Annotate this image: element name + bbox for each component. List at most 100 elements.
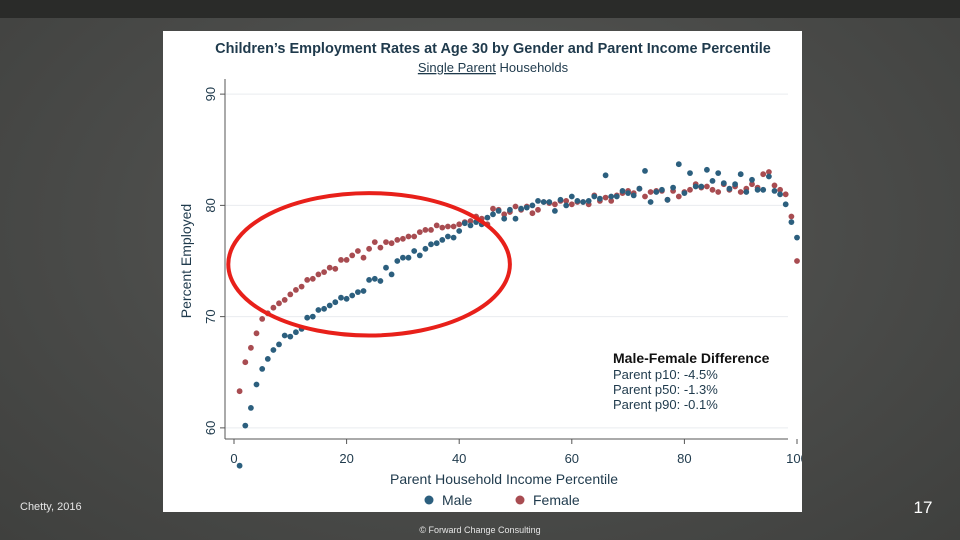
male-point-45 [484, 214, 491, 221]
male-point-57 [552, 208, 558, 214]
chart-subtitle-rest: Households [496, 60, 569, 75]
female-point-53 [529, 210, 536, 217]
page-number: 17 [913, 498, 933, 517]
x-tick-label-0: 0 [230, 451, 237, 466]
female-point-26 [377, 244, 384, 251]
male-point-10 [287, 333, 294, 340]
male-point-84 [704, 166, 710, 173]
male-point-64 [591, 193, 598, 200]
female-point-18 [332, 265, 339, 272]
male-point-38 [445, 233, 451, 240]
female-point-31 [405, 233, 412, 240]
male-point-6 [264, 356, 271, 362]
male-point-42 [467, 222, 474, 229]
female-point-17 [326, 264, 333, 271]
female-point-67 [608, 198, 615, 204]
male-point-89 [732, 181, 738, 188]
male-point-99 [788, 219, 795, 226]
male-point-40 [456, 228, 463, 234]
annotation-title: Male-Female Difference [613, 350, 770, 366]
male-point-24 [366, 277, 372, 283]
citation: Chetty, 2016 [20, 501, 82, 513]
female-point-28 [388, 240, 395, 247]
female-point-2 [242, 359, 249, 366]
female-point-42 [467, 218, 474, 224]
male-point-56 [546, 199, 553, 205]
female-point-33 [416, 229, 423, 236]
male-point-67 [608, 193, 615, 200]
male-point-7 [270, 347, 277, 353]
male-point-4 [253, 381, 260, 388]
grid-lines [225, 93, 788, 429]
male-point-54 [535, 198, 541, 204]
male-point-49 [507, 206, 513, 213]
x-tick-label-20: 20 [339, 451, 353, 466]
female-point-15 [315, 271, 322, 278]
male-point-80 [681, 190, 688, 197]
axes [220, 79, 798, 444]
female-point-8 [276, 300, 282, 307]
female-point-92 [749, 181, 755, 188]
male-point-22 [355, 289, 361, 295]
male-point-5 [259, 366, 266, 372]
female-point-22 [355, 248, 361, 254]
male-point-8 [276, 341, 282, 348]
female-point-59 [563, 198, 570, 204]
male-point-32 [411, 248, 418, 254]
male-point-61 [574, 198, 581, 204]
male-point-30 [400, 254, 406, 261]
chart-subtitle-underlined: Single Parent [418, 60, 496, 75]
male-point-21 [349, 292, 356, 299]
female-point-85 [709, 186, 716, 193]
male-point-93 [754, 186, 761, 193]
female-point-74 [647, 189, 654, 195]
male-point-34 [422, 245, 429, 252]
male-point-100 [794, 234, 800, 241]
female-point-1 [236, 388, 243, 395]
female-point-50 [512, 203, 519, 210]
male-point-25 [371, 275, 378, 282]
female-point-27 [383, 239, 389, 246]
male-point-28 [388, 271, 395, 278]
female-point-7 [270, 304, 277, 311]
male-point-1 [236, 462, 243, 469]
chart-svg: Children’s Employment Rates at Age 30 by… [178, 41, 802, 508]
female-point-81 [687, 186, 693, 193]
female-point-14 [309, 275, 316, 282]
male-point-55 [540, 199, 547, 205]
female-point-29 [394, 237, 401, 243]
female-point-16 [321, 269, 327, 275]
male-point-31 [405, 254, 412, 261]
male-point-48 [501, 215, 508, 222]
x-tick-label-60: 60 [565, 451, 579, 466]
male-point-92 [749, 176, 755, 183]
female-point-37 [439, 224, 446, 231]
male-point-65 [597, 195, 603, 202]
male-point-90 [737, 171, 744, 178]
female-point-94 [760, 171, 767, 178]
female-point-90 [737, 189, 744, 195]
x-tick-label-40: 40 [452, 451, 466, 466]
male-point-59 [563, 202, 570, 209]
male-point-50 [512, 215, 519, 222]
male-point-71 [630, 192, 637, 199]
x-tick-label-100: 100 [786, 451, 802, 466]
highlight-ellipse [226, 191, 512, 338]
male-point-46 [490, 211, 496, 218]
male-point-88 [726, 185, 733, 192]
male-point-97 [777, 191, 783, 198]
male-point-79 [675, 161, 682, 168]
footer-copyright: © Forward Change Consulting [419, 525, 541, 535]
male-point-3 [248, 405, 254, 411]
male-point-16 [321, 305, 327, 312]
female-point-30 [400, 235, 406, 242]
female-point-34 [422, 227, 429, 233]
y-tick-label-80: 80 [203, 198, 218, 212]
male-point-37 [439, 237, 446, 243]
legend-female-marker [515, 495, 525, 505]
female-point-96 [771, 182, 778, 189]
male-point-23 [360, 288, 367, 294]
female-point-98 [782, 191, 789, 198]
male-point-58 [557, 196, 564, 203]
annotation-line-p10: Parent p10: -4.5% [613, 367, 718, 382]
